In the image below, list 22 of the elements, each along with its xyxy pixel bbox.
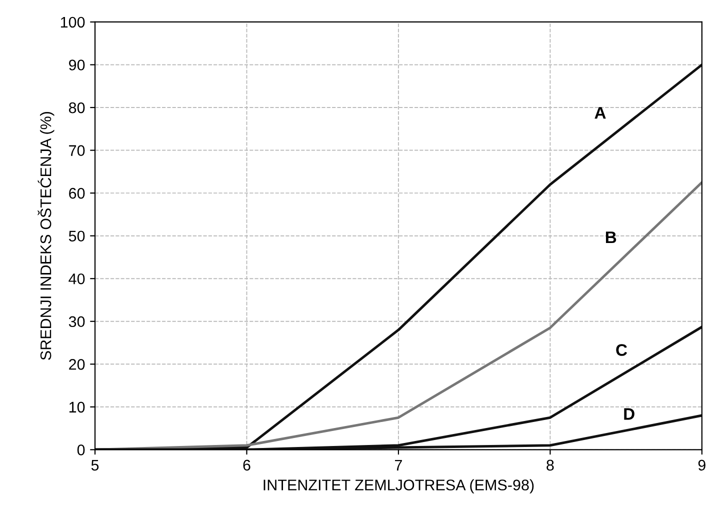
- x-tick-label: 8: [546, 460, 554, 471]
- y-tick-label: 90: [69, 60, 85, 70]
- x-tick-label: 5: [91, 460, 99, 471]
- y-tick-label: 70: [69, 145, 85, 156]
- y-tick-label: 30: [68, 316, 85, 328]
- x-axis-title: INTENZITET ZEMLJOTRESA (EMS-98): [264, 479, 534, 494]
- series-label: D: [624, 408, 634, 420]
- series-label: C: [616, 344, 628, 356]
- y-tick-label: 20: [69, 359, 85, 370]
- y-tick-label: 80: [68, 102, 85, 114]
- y-tick-label: 50: [68, 230, 85, 242]
- y-tick-label: 60: [69, 188, 85, 199]
- y-tick-label: 100: [60, 16, 85, 28]
- x-tick-label: 7: [394, 460, 402, 470]
- x-tick-label: 6: [243, 460, 250, 471]
- series-label: A: [594, 107, 606, 119]
- x-tick-label: 9: [698, 460, 706, 471]
- y-axis-title: SREDNJI INDEKS OŠTEĆENJA (%): [38, 112, 54, 360]
- y-tick-label: 10: [69, 402, 85, 413]
- y-tick-label: 40: [68, 273, 85, 284]
- y-tick-label: 0: [77, 444, 85, 456]
- series-label: B: [606, 232, 616, 244]
